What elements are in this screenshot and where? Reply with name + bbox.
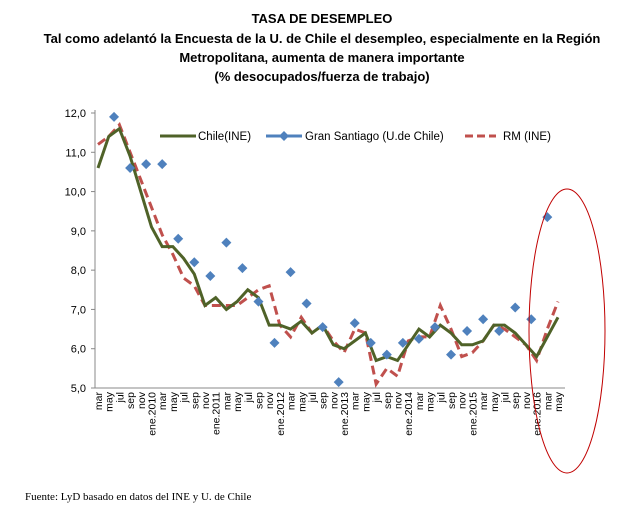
- x-tick-label: jul: [500, 392, 512, 404]
- x-tick-label: nov: [328, 391, 340, 409]
- x-tick-label: may: [360, 391, 372, 412]
- x-tick-label: nov: [200, 391, 212, 409]
- gran-santiago-point: [413, 333, 424, 344]
- x-tick-label: ene.2014: [403, 392, 415, 436]
- x-tick-label: jul: [114, 392, 126, 404]
- x-tick-label: may: [553, 391, 565, 412]
- x-tick-label: mar: [542, 392, 554, 411]
- gran-santiago-point: [510, 302, 521, 313]
- gran-santiago-point: [317, 322, 328, 333]
- x-tick-label: jul: [179, 392, 191, 404]
- x-tick-label: mar: [286, 392, 298, 411]
- x-tick-label: mar: [478, 392, 490, 411]
- x-tick-label: mar: [350, 392, 362, 411]
- x-tick-label: jul: [371, 392, 383, 404]
- series-line-chile-ine: [96, 126, 560, 363]
- x-tick-label: jul: [435, 392, 447, 404]
- source-note: Fuente: LyD basado en datos del INE y U.…: [25, 491, 252, 503]
- chart-subtitle-1: Tal como adelantó la Encuesta de la U. d…: [43, 31, 601, 46]
- gran-santiago-point: [301, 298, 312, 309]
- x-tick-label: may: [425, 391, 437, 412]
- legend-label-gran-santiago: Gran Santiago (U.de Chile): [305, 131, 444, 143]
- legend-marker-gran-santiago: [279, 131, 289, 141]
- x-tick-label: mar: [157, 392, 169, 411]
- x-tick-label: sep: [510, 392, 522, 409]
- gran-santiago-point: [494, 326, 505, 337]
- gran-santiago-point: [397, 337, 408, 348]
- x-tick-label: mar: [221, 392, 233, 411]
- x-tick-label: nov: [521, 391, 533, 409]
- x-tick-label: mar: [414, 392, 426, 411]
- gran-santiago-point: [189, 257, 200, 268]
- gran-santiago-point: [349, 318, 360, 329]
- x-tick-label: may: [104, 391, 116, 412]
- gran-santiago-point: [333, 377, 344, 388]
- x-tick-label: ene.2015: [467, 392, 479, 436]
- gran-santiago-point: [478, 314, 489, 325]
- y-tick-label: 12,0: [65, 108, 86, 120]
- x-tick-label: jul: [243, 392, 255, 404]
- y-tick-label: 10,0: [65, 187, 86, 199]
- gran-santiago-point: [269, 337, 280, 348]
- x-tick-label: nov: [457, 391, 469, 409]
- x-tick-label: sep: [189, 392, 201, 409]
- gran-santiago-point: [125, 163, 136, 173]
- y-tick-label: 8,0: [71, 265, 86, 277]
- y-tick-label: 6,0: [71, 344, 86, 356]
- chart-subtitle-2: Metropolitana, aumenta de manera importa…: [179, 50, 465, 65]
- gran-santiago-point: [205, 271, 216, 282]
- highlight-ellipse: [528, 188, 606, 474]
- x-tick-label: sep: [253, 392, 265, 409]
- chart-title: TASA DE DESEMPLEO: [251, 11, 393, 26]
- gran-santiago-point: [381, 349, 392, 360]
- x-tick-label: nov: [264, 391, 276, 409]
- gran-santiago-point: [221, 237, 232, 248]
- y-tick-label: 11,0: [65, 147, 86, 159]
- gran-santiago-point: [526, 314, 537, 325]
- x-tick-label: ene.2012: [275, 392, 287, 436]
- gran-santiago-point: [109, 111, 120, 122]
- gran-santiago-point: [365, 337, 376, 348]
- series-line-rm-ine: [97, 121, 560, 388]
- gran-santiago-point: [462, 326, 473, 337]
- x-tick-label: may: [296, 391, 308, 412]
- x-tick-label: ene.2011: [211, 392, 223, 435]
- x-tick-label: nov: [393, 391, 405, 409]
- x-tick-label: may: [168, 391, 180, 412]
- x-tick-label: jul: [307, 392, 319, 404]
- gran-santiago-point: [285, 267, 296, 278]
- x-tick-label: nov: [136, 391, 148, 409]
- x-tick-label: may: [232, 391, 244, 412]
- x-tick-label: ene.2013: [339, 392, 351, 436]
- gran-santiago-point: [237, 263, 248, 274]
- gran-santiago-point: [141, 159, 152, 170]
- x-tick-label: mar: [93, 392, 105, 411]
- legend-label-rm: RM (INE): [503, 131, 551, 143]
- x-tick-label: may: [489, 391, 501, 412]
- y-tick-label: 5,0: [71, 383, 86, 395]
- gran-santiago-point: [173, 233, 184, 244]
- gran-santiago-point: [253, 296, 264, 307]
- gran-santiago-point: [446, 349, 457, 360]
- x-tick-label: sep: [382, 392, 394, 409]
- x-tick-label: ene.2010: [146, 392, 158, 436]
- legend-label-chile: Chile(INE): [198, 131, 251, 143]
- x-tick-label: sep: [318, 392, 330, 409]
- y-tick-label: 9,0: [71, 226, 86, 238]
- x-tick-label: sep: [125, 392, 137, 409]
- x-tick-label: sep: [446, 392, 458, 409]
- y-tick-label: 7,0: [71, 304, 86, 316]
- chart-subtitle-3: (% desocupados/fuerza de trabajo): [214, 69, 430, 84]
- gran-santiago-point: [157, 159, 168, 170]
- gran-santiago-point: [429, 322, 440, 333]
